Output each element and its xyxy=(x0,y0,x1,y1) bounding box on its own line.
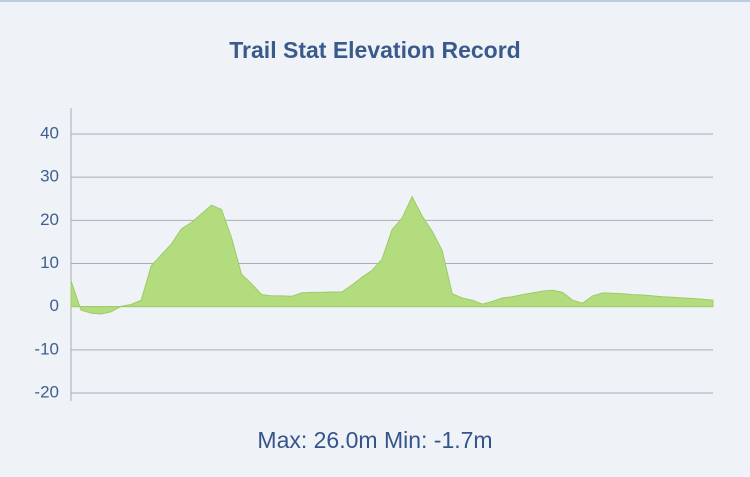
y-tick-label: 10 xyxy=(40,253,59,272)
y-tick-label: 30 xyxy=(40,167,59,186)
y-tick-label: -20 xyxy=(34,382,59,401)
y-tick-label: 0 xyxy=(50,296,59,315)
chart-title: Trail Stat Elevation Record xyxy=(229,37,520,63)
elevation-area xyxy=(70,195,714,315)
stats-annotation: Max: 26.0m Min: -1.7m xyxy=(257,427,492,453)
y-tick-label: -10 xyxy=(34,339,59,358)
y-tick-label: 40 xyxy=(40,123,59,142)
y-tick-label: 20 xyxy=(40,210,59,229)
